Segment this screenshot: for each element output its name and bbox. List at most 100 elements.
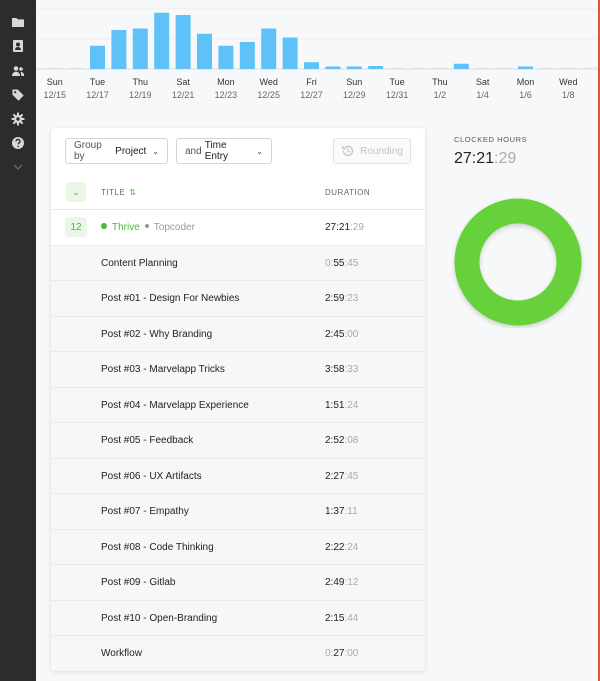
time-entry-row[interactable]: Content Planning 0:55:45 — [51, 245, 425, 281]
time-entry-row[interactable]: Post #02 - Why Branding 2:45:00 — [51, 316, 425, 352]
time-entry-title: Post #09 - Gitlab — [101, 577, 176, 588]
rounding-button[interactable]: Rounding — [333, 138, 411, 164]
chart-bar-12-18[interactable] — [111, 30, 127, 69]
chart-day-label: Sun — [46, 77, 63, 87]
chart-bar-12-24[interactable] — [239, 42, 255, 69]
time-entry-row[interactable]: Post #05 - Feedback 2:52:08 — [51, 423, 425, 459]
chart-bar-1-7[interactable] — [539, 67, 555, 70]
duration-seconds: :24 — [344, 541, 359, 553]
duration-seconds: :23 — [344, 293, 359, 304]
chart-date-label: 12/25 — [257, 90, 280, 100]
time-entry-row[interactable]: Post #08 - Code Thinking 2:22:24 — [51, 529, 425, 565]
chart-day-label: Mon — [516, 77, 535, 87]
duration-main: 1:37 — [325, 506, 345, 517]
chart-date-label: 1/2 — [433, 90, 447, 100]
clocked-hours-main: 27:21 — [454, 150, 495, 167]
chart-bar-12-15[interactable] — [47, 67, 63, 70]
duration-main: 2:22 — [325, 541, 345, 553]
time-entry-row[interactable]: Post #07 - Empathy 1:37:11 — [51, 494, 425, 530]
chart-bar-12-27[interactable] — [304, 62, 319, 69]
chart-day-label: Wed — [559, 77, 578, 87]
gear-icon[interactable] — [11, 112, 25, 126]
duration-main: 2:52 — [325, 435, 345, 446]
help-icon[interactable] — [11, 136, 25, 150]
rounding-icon — [342, 145, 354, 157]
duration-lead: 0: — [325, 648, 334, 659]
time-entry-title: Post #05 - Feedback — [101, 435, 194, 446]
chart-bar-12-28[interactable] — [325, 66, 341, 70]
chart-bar-12-19[interactable] — [132, 28, 148, 70]
chevron-down-icon[interactable] — [11, 160, 25, 174]
duration-seconds: :00 — [344, 648, 359, 659]
clocked-hours-seconds: :29 — [494, 150, 517, 167]
time-entry-row[interactable]: Post #03 - Marvelapp Tricks 3:58:33 — [51, 352, 425, 388]
sub-group-dropdown[interactable]: and Time Entry ⌄ — [176, 138, 272, 164]
chevron-down-icon: ⌄ — [72, 186, 80, 197]
duration-main: 2:15 — [325, 612, 345, 624]
tag-icon[interactable] — [11, 88, 25, 102]
duration-main: 55 — [333, 257, 345, 269]
chart-day-label: Sat — [475, 77, 490, 87]
title-column-header[interactable]: TITLE ⇅ — [101, 188, 136, 197]
time-entry-row[interactable]: Post #06 - UX Artifacts 2:27:45 — [51, 458, 425, 494]
group-by-dropdown[interactable]: Group by Project ⌄ — [65, 138, 168, 164]
app-sidebar — [0, 0, 36, 681]
time-entry-duration: 2:45:00 — [325, 329, 358, 340]
report-card: Group by Project ⌄ and Time Entry ⌄ Roun… — [51, 128, 425, 671]
chart-bar-12-22[interactable] — [197, 33, 212, 69]
users-icon[interactable] — [11, 64, 25, 78]
project-color-dot — [101, 223, 107, 229]
chart-bar-1-1[interactable] — [411, 67, 426, 70]
duration-seconds: :12 — [344, 577, 359, 588]
chart-bar-1-8[interactable] — [560, 67, 576, 70]
chart-date-label: 1/8 — [562, 90, 575, 100]
duration-column-header[interactable]: DURATION — [325, 188, 371, 197]
duration-lead: 0: — [325, 257, 334, 269]
project-title: Thrive Topcoder — [101, 222, 195, 233]
time-entry-row[interactable]: Post #10 - Open-Branding 2:15:44 — [51, 600, 425, 636]
chart-bar-12-29[interactable] — [346, 66, 362, 70]
project-duration-seconds: :29 — [350, 222, 364, 233]
chart-bar-12-23[interactable] — [218, 45, 234, 69]
time-entry-row[interactable]: Workflow 0:27:00 — [51, 636, 425, 671]
chart-day-label: Wed — [259, 77, 278, 87]
chevron-down-icon: ⌄ — [256, 146, 263, 156]
chart-bar-12-31[interactable] — [389, 67, 405, 70]
time-entry-title: Post #01 - Design For Newbies — [101, 293, 240, 304]
time-entry-duration: 0:27:00 — [325, 648, 358, 659]
time-entry-duration: 2:49:12 — [325, 577, 358, 588]
donut-segment-thrive[interactable] — [454, 198, 582, 326]
chart-bar-1-3[interactable] — [453, 63, 469, 69]
time-entry-title: Post #03 - Marvelapp Tricks — [101, 364, 225, 375]
chart-bar-12-21[interactable] — [175, 15, 191, 69]
chart-bar-1-5[interactable] — [496, 67, 512, 70]
clocked-hours-value: 27:21:29 — [454, 150, 516, 168]
time-entry-row[interactable]: Post #09 - Gitlab 2:49:12 — [51, 565, 425, 601]
duration-seconds: :24 — [344, 399, 359, 411]
chart-date-label: 12/21 — [171, 90, 195, 100]
time-entry-duration: 0:55:45 — [325, 258, 358, 269]
chart-bar-12-25[interactable] — [261, 28, 277, 70]
chart-day-label: Mon — [217, 77, 235, 87]
time-entry-row[interactable]: Post #01 - Design For Newbies 2:59:23 — [51, 281, 425, 317]
chart-bar-12-16[interactable] — [68, 67, 84, 70]
time-entry-row[interactable]: Post #04 - Marvelapp Experience 1:51:24 — [51, 387, 425, 423]
chart-bar-1-9[interactable] — [582, 67, 598, 70]
chart-bar-1-4[interactable] — [475, 67, 491, 70]
chart-bar-12-17[interactable] — [90, 45, 105, 69]
chart-bar-1-2[interactable] — [432, 67, 448, 70]
chart-bar-12-26[interactable] — [282, 37, 298, 70]
chart-day-label: Tue — [389, 77, 405, 87]
folder-icon[interactable] — [11, 15, 25, 29]
contact-card-icon[interactable] — [11, 39, 25, 53]
chart-bar-12-20[interactable] — [154, 12, 170, 69]
duration-seconds: :44 — [344, 612, 359, 624]
chart-date-label: 12/31 — [385, 90, 409, 100]
collapse-all-button[interactable]: ⌄ — [66, 182, 86, 202]
time-entry-duration: 3:58:33 — [325, 364, 358, 375]
duration-seconds: :45 — [344, 257, 359, 269]
project-row[interactable]: 12 Thrive Topcoder 27:21:29 — [51, 210, 425, 246]
chart-bar-1-6[interactable] — [518, 66, 533, 70]
time-entry-title: Post #08 - Code Thinking — [101, 541, 214, 553]
chart-bar-12-30[interactable] — [368, 66, 384, 69]
